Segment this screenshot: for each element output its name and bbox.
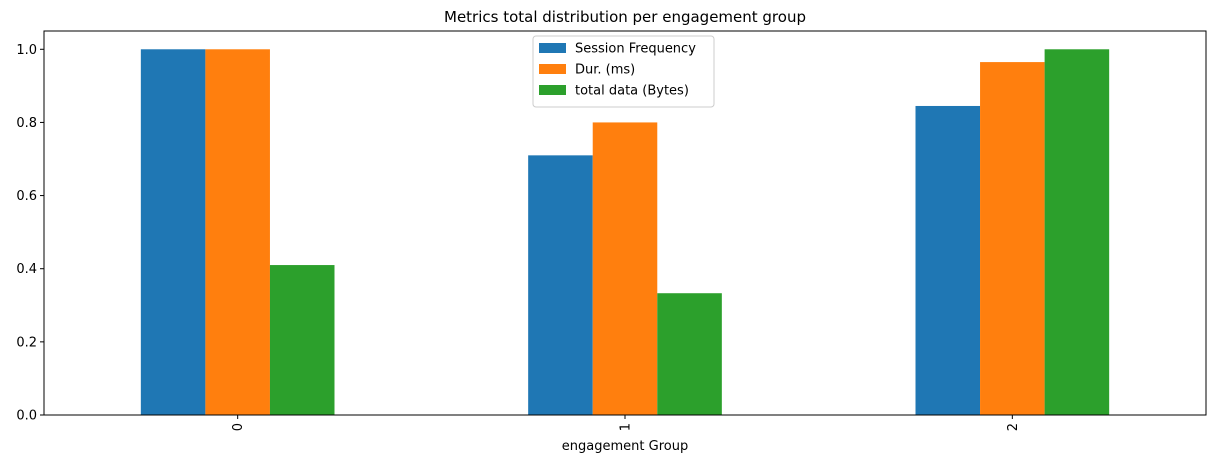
legend-label: Dur. (ms): [575, 63, 635, 78]
y-tick-label: 0.2: [16, 335, 37, 350]
legend: Session Frequency Dur. (ms) total data (By…: [532, 35, 715, 108]
y-tick-label: 0.0: [16, 409, 37, 424]
x-axis: 0 1 2: [231, 415, 1021, 431]
bar: [657, 293, 722, 415]
legend-label: total data (Bytes): [575, 84, 689, 99]
bars-group: [140, 49, 1110, 416]
bar: [915, 105, 981, 415]
x-tick-label: 0: [231, 423, 246, 431]
x-axis-label: engagement Group: [562, 439, 688, 454]
bar: [528, 155, 593, 416]
bar: [205, 49, 270, 416]
legend-swatch: [539, 64, 566, 74]
y-axis: 0.0 0.2 0.4 0.6 0.8 1.0: [16, 43, 44, 424]
bar: [140, 49, 206, 416]
legend-swatch: [539, 85, 566, 95]
bar: [1044, 49, 1110, 416]
bar: [980, 62, 1045, 415]
legend-label: Session Frequency: [575, 42, 696, 57]
chart-title: Metrics total distribution per engagemen…: [444, 8, 806, 26]
bar: [592, 122, 658, 415]
bar: [269, 265, 335, 415]
y-tick-label: 0.8: [16, 116, 37, 131]
y-tick-label: 0.6: [16, 189, 37, 204]
legend-items: Session Frequency Dur. (ms) total data (By…: [539, 42, 696, 99]
legend-box: [532, 35, 715, 108]
x-tick-label: 1: [619, 423, 634, 431]
y-tick-label: 1.0: [16, 43, 37, 58]
x-tick-label: 2: [1006, 423, 1021, 431]
legend-swatch: [539, 43, 566, 53]
y-tick-label: 0.4: [16, 262, 37, 277]
